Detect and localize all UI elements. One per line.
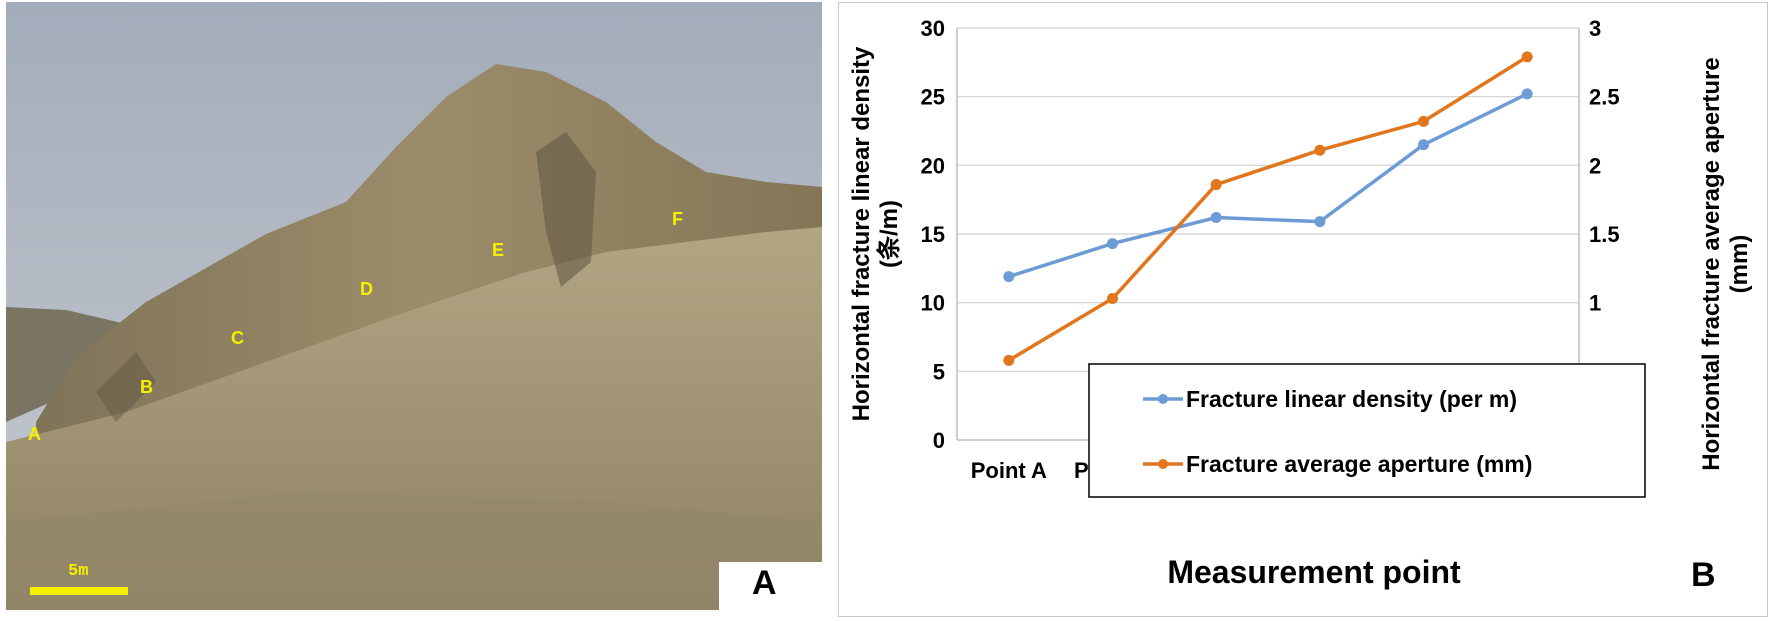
data-point-density [1521, 88, 1533, 100]
y-left-tick-label: 0 [933, 428, 945, 453]
legend-marker-aperture [1158, 459, 1168, 469]
y-left-tick-label: 30 [921, 16, 945, 41]
data-point-aperture [1107, 293, 1118, 305]
point-label-f: F [672, 209, 683, 229]
y-left-tick-label: 10 [921, 291, 945, 316]
y-right-tick-label: 1.5 [1589, 222, 1620, 247]
panel-label-box [719, 562, 822, 610]
legend-label-aperture: Fracture average aperture (mm) [1186, 451, 1532, 477]
point-label-a: A [28, 424, 41, 444]
point-label-e: E [492, 240, 505, 260]
outcrop-photo-panel: A B C D E F 5m A [6, 2, 822, 610]
legend-marker-density [1158, 394, 1168, 404]
data-point-aperture [1210, 179, 1222, 191]
x-axis-title: Measurement point [1167, 554, 1461, 590]
rock-shadow [536, 132, 596, 287]
y-axis-right-unit: (mm) [1726, 235, 1753, 294]
data-point-density [1314, 216, 1326, 228]
y-axis-left-unit: (条/m) [876, 200, 903, 268]
point-label-b: B [140, 377, 153, 397]
point-label-c: C [231, 328, 244, 348]
y-right-tick-label: 3 [1589, 16, 1601, 41]
y-left-tick-label: 20 [921, 153, 945, 178]
outcrop-photo [6, 2, 822, 610]
y-right-tick-label: 2 [1589, 153, 1601, 178]
series-line-density [1008, 92, 1528, 279]
data-point-aperture [1003, 354, 1015, 366]
legend-label-density: Fracture linear density (per m) [1186, 386, 1517, 412]
scale-bar-label: 5m [68, 562, 89, 581]
y-right-tick-label: 2.5 [1589, 85, 1620, 110]
y-right-tick-label: 1 [1589, 291, 1601, 316]
foreground-dirt [6, 492, 822, 610]
data-point-density [1418, 139, 1429, 151]
scale-bar [30, 587, 128, 595]
panel-label-b: B [1691, 556, 1716, 594]
y-left-tick-label: 15 [921, 222, 945, 247]
data-point-density [1003, 271, 1015, 283]
series-line-aperture [1007, 55, 1529, 362]
data-point-aperture [1418, 115, 1429, 127]
data-point-aperture [1521, 51, 1533, 63]
distant-hill [6, 307, 126, 422]
y-axis-right-title: Horizontal fracture average aperture [1698, 57, 1725, 470]
legend-box [1088, 363, 1646, 498]
data-point-density [1210, 212, 1222, 224]
y-left-tick-label: 5 [933, 359, 945, 384]
data-point-density [1107, 238, 1118, 250]
point-label-d: D [360, 279, 373, 299]
x-tick-label: Point A [971, 458, 1047, 483]
data-point-aperture [1314, 144, 1326, 156]
y-axis-left-title: Horizontal fracture linear density [848, 46, 875, 421]
rock-shadow [96, 352, 156, 422]
panel-label-a: A [752, 564, 777, 602]
y-left-tick-label: 25 [921, 85, 945, 110]
